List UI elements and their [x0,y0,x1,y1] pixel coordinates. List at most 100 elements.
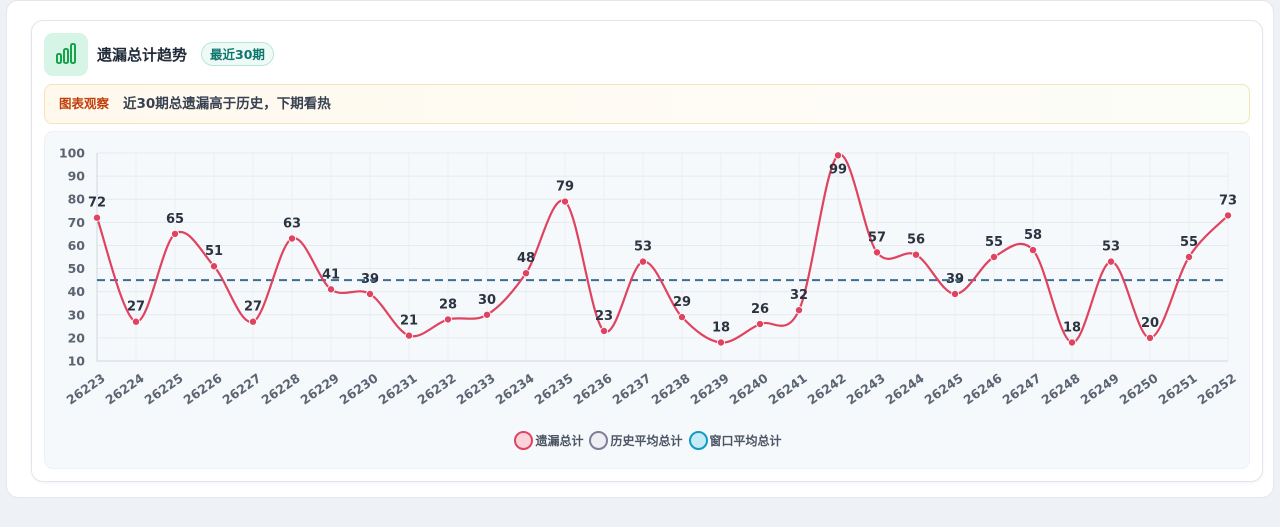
series-line [95,153,1229,344]
y-tick-label: 90 [68,169,86,184]
x-tick-label: 26239 [688,370,732,407]
data-label: 39 [361,272,379,287]
data-label: 72 [88,196,106,211]
chart-legend: 遗漏总计 历史平均总计 窗口平均总计 [45,428,1251,452]
data-label: 57 [868,230,886,245]
x-tick-label: 26224 [103,370,147,407]
y-tick-label: 30 [68,307,86,322]
data-label: 56 [907,233,925,248]
data-point [443,315,452,324]
data-label: 53 [634,240,652,255]
data-label: 26 [751,302,769,317]
x-tick-label: 26227 [220,370,264,407]
legend-item[interactable]: 遗漏总计 [514,430,584,450]
chart-grid [96,152,1229,362]
x-tick-label: 26237 [610,370,654,407]
data-label: 18 [712,321,730,336]
data-label: 32 [790,288,808,303]
y-tick-label: 20 [68,330,86,345]
legend-item[interactable]: 窗口平均总计 [688,430,782,450]
y-tick-label: 50 [68,261,86,276]
data-point [717,338,726,347]
data-point [1224,211,1233,220]
data-point [1107,257,1116,266]
observation-text: 近30期总遗漏高于历史，下期看热 [123,96,331,112]
data-label: 27 [127,300,145,315]
legend-label: 窗口平均总计 [709,433,782,448]
x-tick-label: 26243 [844,370,888,407]
data-point [795,306,804,315]
data-point [1029,246,1038,255]
data-label: 65 [166,212,184,227]
y-tick-label: 70 [68,215,86,230]
legend-item[interactable]: 历史平均总计 [589,430,683,450]
data-point [209,262,218,271]
x-tick-label: 26231 [376,370,420,407]
x-tick-label: 26235 [532,370,576,407]
data-point [561,197,570,206]
x-tick-label: 26247 [1000,370,1044,407]
data-label: 29 [673,295,691,310]
trend-card: 遗漏总计趋势 最近30期 图表观察 近30期总遗漏高于历史，下期看热 10 20 3… [31,20,1263,482]
data-label: 99 [829,162,847,177]
x-tick-label: 26252 [1195,370,1239,407]
x-tick-label: 26246 [961,370,1005,407]
x-tick-label: 26233 [454,370,498,407]
x-tick-label: 26232 [415,370,459,407]
data-point [912,250,921,259]
data-point [639,257,648,266]
data-point [287,234,296,243]
y-tick-label: 60 [68,238,86,253]
data-point [132,317,141,326]
x-tick-label: 26248 [1039,370,1083,407]
data-point [756,320,765,329]
data-point [365,289,374,298]
legend-swatch [514,430,534,450]
data-label: 53 [1102,240,1120,255]
x-tick-label: 26238 [649,370,693,407]
observation-tag: 图表观察 [59,96,110,111]
x-tick-label: 26226 [181,370,225,407]
y-tick-label: 100 [59,146,85,161]
x-tick-label: 26236 [571,370,615,407]
data-label: 27 [244,300,262,315]
data-label: 73 [1219,193,1237,208]
period-badge: 最近30期 [201,42,274,66]
x-tick-label: 26229 [298,370,342,407]
chart-panel: 10 20 30 40 50 60 70 80 90 100 26223 26224 26225 2622… [44,131,1250,469]
x-tick-label: 26249 [1078,370,1122,407]
legend-label: 历史平均总计 [610,433,683,448]
data-point [834,151,843,160]
line-chart: 1020304050607080901002622326224262252622… [59,146,1239,408]
data-point [326,285,335,294]
x-tick-label: 26241 [766,370,810,407]
data-point [248,317,257,326]
x-tick-label: 26228 [259,370,303,407]
data-point [482,310,491,319]
data-point [1146,333,1155,342]
page-container: 遗漏总计趋势 最近30期 图表观察 近30期总遗漏高于历史，下期看热 10 20 3… [6,0,1274,498]
x-tick-label: 26242 [805,370,849,407]
observation-banner: 图表观察 近30期总遗漏高于历史，下期看热 [44,84,1250,124]
data-label: 51 [205,244,223,259]
card-title: 遗漏总计趋势 [97,46,188,64]
data-point [93,213,102,222]
data-label: 58 [1024,228,1042,243]
x-tick-label: 26223 [64,370,108,407]
x-tick-label: 26245 [922,370,966,407]
x-tick-label: 26230 [337,370,381,407]
data-point [171,229,180,238]
data-label: 48 [517,251,535,266]
data-label: 21 [400,314,418,329]
data-label: 55 [985,235,1003,250]
legend-swatch [589,430,609,450]
data-point [600,326,609,335]
legend-label: 遗漏总计 [535,433,584,448]
x-tick-label: 26244 [883,370,927,407]
data-point [404,331,413,340]
data-label: 63 [283,217,301,232]
y-tick-label: 10 [68,354,86,369]
data-label: 20 [1141,316,1159,331]
data-point [1068,338,1077,347]
data-label: 79 [556,180,574,195]
